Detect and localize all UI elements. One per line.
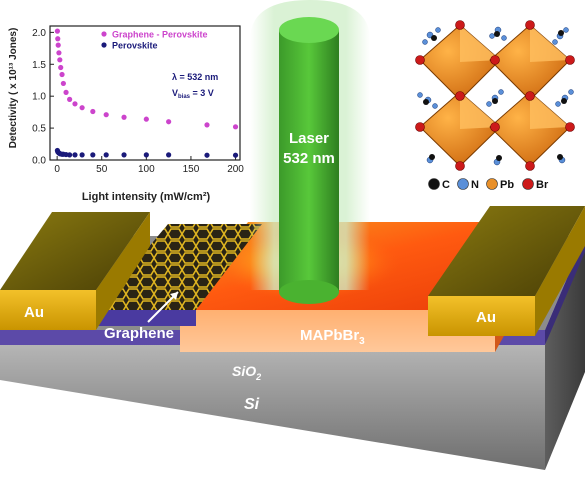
- br-atoms: [415, 20, 575, 171]
- graphene-label: Graphene: [104, 325, 174, 342]
- data-point: [79, 105, 85, 111]
- perovskite-label: MAPbBr3: [300, 327, 365, 347]
- y-tick-label: 0.5: [32, 124, 46, 135]
- legend-marker: [101, 31, 107, 37]
- annotation-vbias: Vbias = 3 V: [172, 88, 214, 100]
- legend-swatch: [522, 178, 534, 190]
- detectivity-chart: 0 50 100 150 200 0.0 0.5 1.0 1.5 2.0 Graphene - Pe…: [8, 25, 244, 203]
- crystal-legend: C N Pb Br: [428, 178, 549, 191]
- legend-swatch: [486, 178, 498, 190]
- y-tick-label: 1.0: [32, 92, 46, 103]
- data-point: [143, 116, 149, 122]
- data-point: [67, 152, 73, 158]
- x-axis-label: Light intensity (mW/cm²): [82, 191, 211, 203]
- data-point: [90, 108, 96, 115]
- data-point: [56, 50, 62, 56]
- data-point: [60, 80, 66, 87]
- data-point: [166, 152, 172, 158]
- series-0: [54, 28, 239, 130]
- au-left-label: Au: [24, 304, 44, 321]
- laser-label-line1: Laser: [289, 130, 329, 147]
- crystal-structure-illustration: [415, 20, 575, 171]
- data-point: [63, 89, 69, 95]
- au-right-electrode: [428, 206, 585, 336]
- y-tick-label: 1.5: [32, 60, 46, 71]
- sio2-label: SiO2: [232, 363, 261, 382]
- x-tick-label: 0: [54, 164, 60, 175]
- laser-beam: [250, 0, 370, 304]
- data-point: [204, 152, 210, 158]
- legend-atom-label: C: [442, 179, 450, 191]
- data-point: [54, 28, 61, 34]
- legend-atom-label: Br: [536, 179, 549, 191]
- x-tick-label: 100: [138, 164, 155, 175]
- legend-label: Perovskite: [112, 41, 158, 51]
- data-point: [121, 152, 127, 158]
- legend-swatch: [457, 178, 469, 190]
- data-point: [72, 152, 78, 158]
- data-point: [58, 64, 64, 71]
- graphene-pointer: [147, 291, 179, 323]
- data-point: [72, 101, 78, 107]
- data-point: [57, 57, 63, 63]
- data-point: [166, 119, 172, 125]
- x-tick-label: 150: [183, 164, 200, 175]
- si-label: Si: [244, 396, 260, 413]
- laser-label-line2: 532 nm: [283, 150, 335, 167]
- data-point: [103, 112, 109, 118]
- legend-swatch: [428, 178, 440, 190]
- data-point: [55, 42, 61, 48]
- plot-frame: [49, 25, 241, 161]
- diagram-labels: Laser 532 nm Au Au Graphene MAPbBr3 SiO2…: [24, 130, 496, 413]
- data-point: [79, 152, 85, 158]
- annotation-lambda: λ = 532 nm: [172, 72, 218, 82]
- data-point: [232, 152, 239, 158]
- au-left-electrode: [0, 212, 150, 330]
- data-point: [90, 152, 96, 158]
- series-1: [54, 147, 239, 158]
- octahedra: [419, 24, 571, 167]
- au-right-label: Au: [476, 309, 496, 326]
- data-point: [59, 71, 65, 78]
- x-tick-label: 200: [227, 164, 244, 175]
- graphene-layer: [96, 224, 262, 326]
- x-tick-label: 50: [96, 164, 108, 175]
- data-point: [204, 122, 210, 128]
- legend-atom-label: N: [471, 179, 479, 191]
- data-point: [67, 96, 73, 102]
- data-point: [121, 114, 127, 120]
- chart-plot: 0 50 100 150 200 0.0 0.5 1.0 1.5 2.0 Graphene - Pe…: [32, 25, 244, 175]
- c-atoms: [423, 30, 567, 161]
- data-point: [103, 152, 109, 158]
- data-point: [55, 36, 61, 42]
- data-point: [232, 124, 239, 130]
- legend-atom-label: Pb: [500, 179, 514, 191]
- y-axis-label: Detectivity ( x 10¹³ Jones): [8, 28, 19, 149]
- data-point: [143, 152, 149, 158]
- legend-label: Graphene - Perovskite: [112, 30, 208, 40]
- y-tick-label: 2.0: [32, 28, 46, 39]
- legend-marker: [101, 42, 107, 48]
- y-tick-label: 0.0: [32, 156, 46, 167]
